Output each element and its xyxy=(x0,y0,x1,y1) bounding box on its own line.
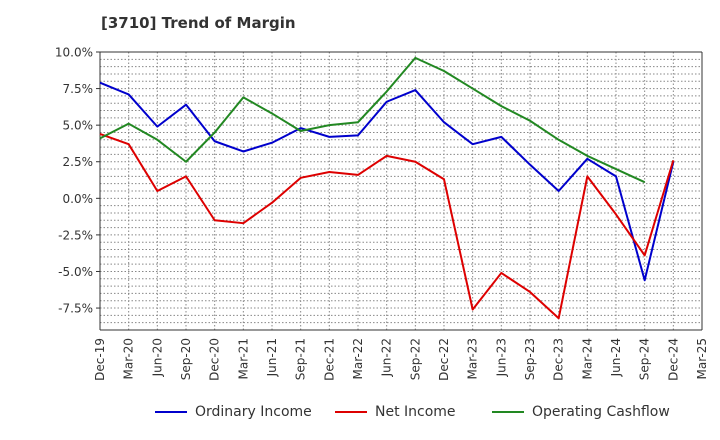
y-tick-label: -2.5% xyxy=(58,228,93,242)
x-tick-label: Dec-23 xyxy=(552,338,566,381)
x-tick-label: Mar-21 xyxy=(236,338,250,379)
series-line-ordinary-income xyxy=(99,81,675,282)
legend-label: Ordinary Income xyxy=(195,404,312,420)
series-lines xyxy=(99,56,675,320)
chart-title: [3710] Trend of Margin xyxy=(101,14,296,32)
x-tick-label: Sep-21 xyxy=(294,338,308,380)
x-tick-labels: Dec-19 Mar-20 Jun-20 Sep-20 Dec-20 Mar-21 Jun-… xyxy=(93,338,709,381)
legend-item: Operating Cashflow xyxy=(492,404,670,420)
x-tick-label: Sep-24 xyxy=(638,338,652,380)
x-tick-label: Dec-22 xyxy=(437,338,451,381)
x-tick-label: Jun-24 xyxy=(609,338,623,377)
legend-swatch xyxy=(155,411,187,413)
legend-item: Net Income xyxy=(335,404,456,420)
legend-label: Net Income xyxy=(375,404,456,420)
x-tick-label: Sep-23 xyxy=(523,338,537,380)
y-tick-label: 2.5% xyxy=(63,155,94,169)
x-tick-label: Mar-23 xyxy=(466,338,480,379)
legend-swatch xyxy=(492,411,524,413)
grid-lines xyxy=(99,51,703,331)
y-tick-label: 0.0% xyxy=(63,192,94,206)
y-tick-label: 7.5% xyxy=(63,82,94,96)
x-tick-label: Mar-24 xyxy=(580,338,594,379)
y-tick-labels: 10.0% 7.5% 5.0% 2.5% 0.0% -2.5% -5.0% -7.5% xyxy=(55,46,93,316)
x-tick-label: Dec-19 xyxy=(93,338,107,381)
x-tick-label: Jun-20 xyxy=(150,338,164,377)
x-tick-label: Sep-22 xyxy=(408,338,422,380)
legend-label: Operating Cashflow xyxy=(532,404,670,420)
y-tick-label: 5.0% xyxy=(63,119,94,133)
x-tick-label: Mar-25 xyxy=(695,338,709,379)
x-tick-label: Mar-20 xyxy=(122,338,136,379)
x-tick-label: Mar-22 xyxy=(351,338,365,379)
x-tick-label: Sep-20 xyxy=(179,338,193,380)
y-tick-label: -5.0% xyxy=(58,265,93,279)
x-tick-label: Jun-21 xyxy=(265,338,279,377)
legend-swatch xyxy=(335,411,367,413)
y-tick-label: 10.0% xyxy=(55,46,93,60)
legend-item: Ordinary Income xyxy=(155,404,312,420)
x-tick-label: Dec-20 xyxy=(208,338,222,381)
series-line-operating-cashflow xyxy=(99,56,646,184)
x-tick-label: Jun-23 xyxy=(494,338,508,377)
series-line-net-income xyxy=(99,132,675,320)
legend: Ordinary Income Net Income Operating Cashf… xyxy=(0,404,720,426)
x-tick-label: Dec-21 xyxy=(322,338,336,381)
y-tick-label: -7.5% xyxy=(58,302,93,316)
x-tick-label: Dec-24 xyxy=(666,338,680,381)
x-tick-label: Jun-22 xyxy=(380,338,394,377)
axes xyxy=(96,51,703,331)
